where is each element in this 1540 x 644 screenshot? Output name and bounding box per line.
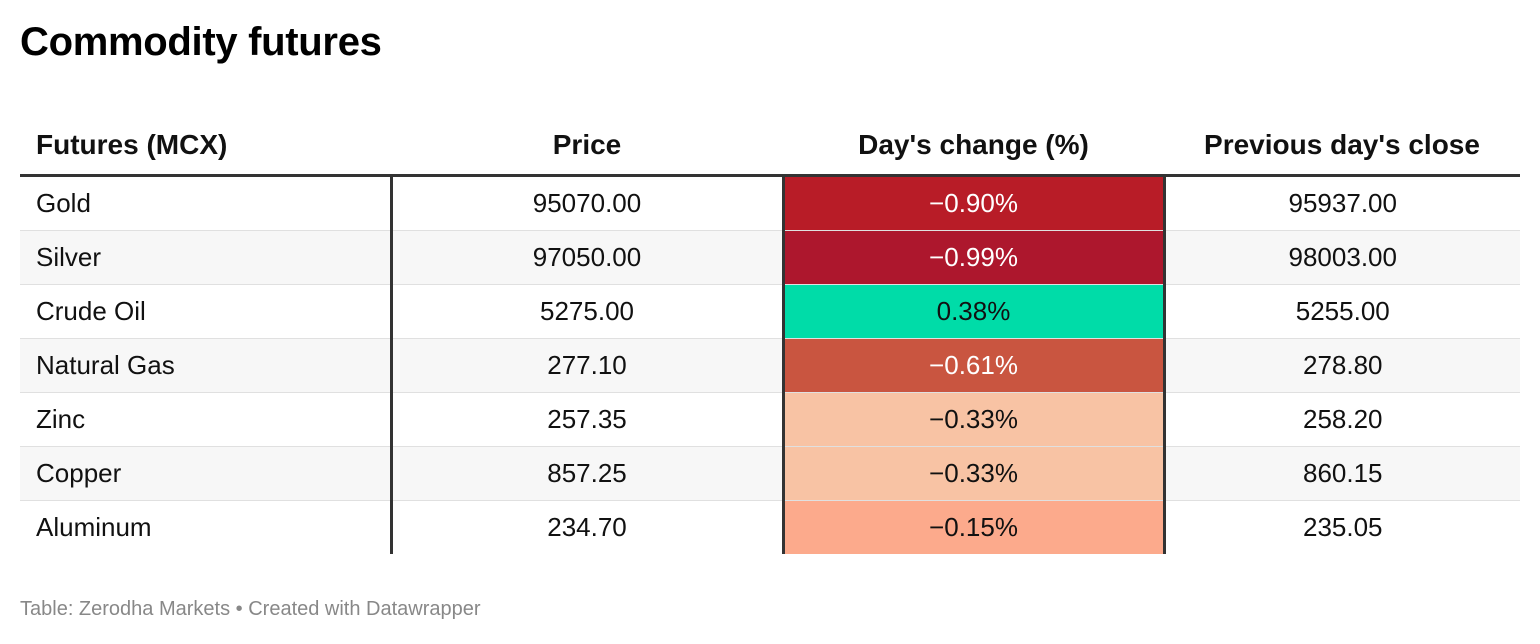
table-row: Gold 95070.00 −0.90% 95937.00: [20, 175, 1520, 231]
table-body: Gold 95070.00 −0.90% 95937.00 Silver 97050.00…: [20, 175, 1520, 554]
previous-close-cell: 235.05: [1302, 512, 1383, 542]
table-row: Natural Gas 277.10 −0.61% 278.80: [20, 338, 1520, 393]
day-change-cell: −0.61%: [783, 338, 1166, 393]
column-header-futures[interactable]: Futures (MCX): [20, 116, 391, 177]
table-header-row: Futures (MCX) Price Day's change (%) Pre…: [20, 116, 1520, 177]
price-cell: 97050.00: [391, 230, 785, 285]
previous-close-cell: 98003.00: [1164, 230, 1520, 285]
commodity-name-cell: Aluminum: [20, 500, 393, 554]
commodity-table: Futures (MCX) Price Day's change (%) Pre…: [20, 116, 1520, 554]
day-change-cell: −0.90%: [783, 175, 1166, 231]
day-change-cell: −0.33%: [783, 446, 1166, 501]
price-cell: 5275.00: [391, 284, 785, 339]
price-cell: 257.35: [391, 392, 785, 447]
column-header-days-change[interactable]: Day's change (%): [783, 116, 1164, 177]
previous-close-cell: 860.15: [1164, 446, 1520, 501]
table-row: Aluminum 234.70 −0.15% 235.05: [20, 500, 1520, 554]
commodity-name-cell: Copper: [20, 446, 393, 501]
price-cell: 95070.00: [391, 175, 785, 231]
day-change-cell: −0.15%: [783, 500, 1166, 554]
table-row: Crude Oil 5275.00 0.38% 5255.00: [20, 284, 1520, 339]
column-header-price[interactable]: Price: [391, 116, 783, 177]
previous-close-cell: 95937.00: [1164, 175, 1520, 231]
table-row: Zinc 257.35 −0.33% 258.20: [20, 392, 1520, 447]
commodity-name-cell: Zinc: [20, 392, 393, 447]
commodity-name-cell: Crude Oil: [20, 284, 393, 339]
previous-close-cell: 258.20: [1164, 392, 1520, 447]
chart-title: Commodity futures: [20, 20, 382, 64]
commodity-name-cell: Natural Gas: [20, 338, 393, 393]
previous-close-cell: 5255.00: [1164, 284, 1520, 339]
table-row: Silver 97050.00 −0.99% 98003.00: [20, 230, 1520, 285]
price-cell: 277.10: [391, 338, 785, 393]
price-cell: 857.25: [391, 446, 785, 501]
previous-close-cell: 278.80: [1164, 338, 1520, 393]
column-header-previous-close[interactable]: Previous day's close: [1164, 116, 1520, 177]
day-change-cell: −0.99%: [783, 230, 1166, 285]
day-change-cell: −0.33%: [783, 392, 1166, 447]
commodity-name-cell: Gold: [20, 175, 393, 231]
table-row: Copper 857.25 −0.33% 860.15: [20, 446, 1520, 501]
source-footer: Table: Zerodha Markets • Created with Da…: [20, 598, 481, 620]
day-change-cell: 0.38%: [783, 284, 1166, 339]
price-cell: 234.70: [391, 500, 785, 554]
commodity-name-cell: Silver: [20, 230, 393, 285]
